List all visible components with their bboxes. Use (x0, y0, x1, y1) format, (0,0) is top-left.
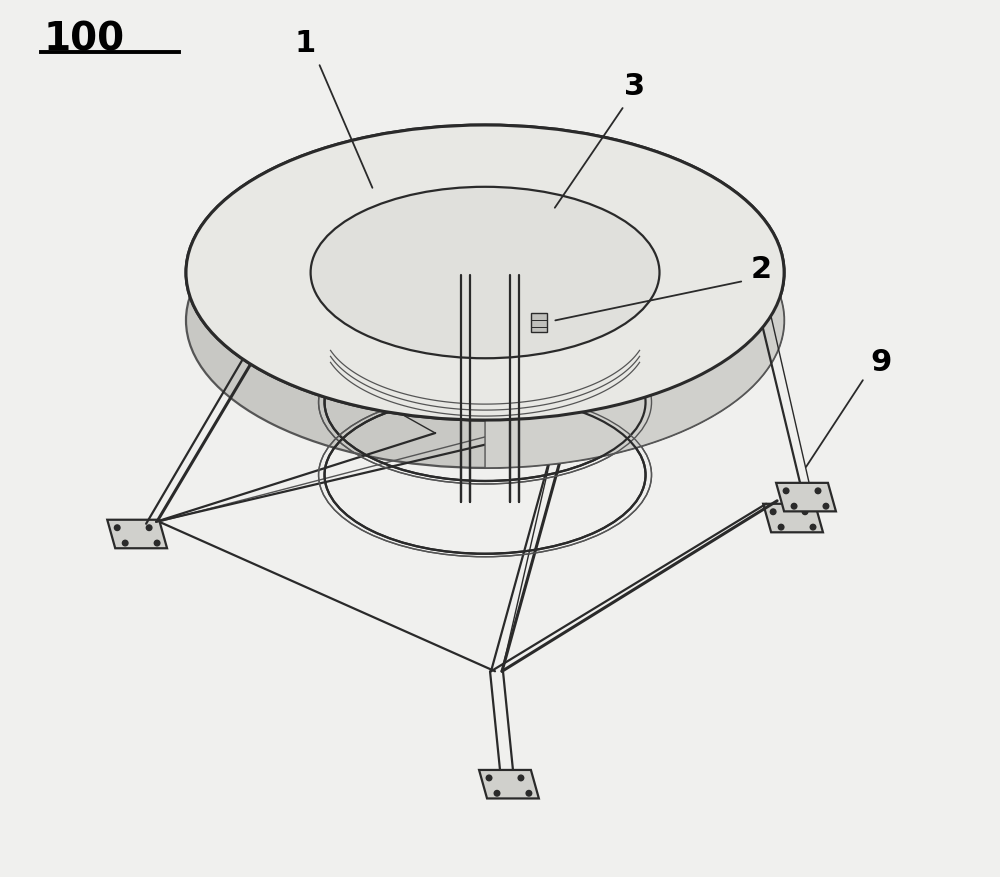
Ellipse shape (186, 125, 784, 420)
Polygon shape (763, 503, 823, 532)
Circle shape (770, 509, 776, 515)
Ellipse shape (312, 211, 658, 381)
Circle shape (778, 524, 784, 530)
Circle shape (154, 540, 160, 545)
Circle shape (823, 503, 829, 509)
Circle shape (114, 525, 120, 531)
Ellipse shape (311, 187, 659, 359)
Text: 9: 9 (870, 348, 891, 377)
Text: 2: 2 (751, 255, 772, 284)
Circle shape (810, 524, 816, 530)
Circle shape (802, 509, 808, 515)
Circle shape (526, 790, 532, 796)
Circle shape (791, 503, 797, 509)
Circle shape (518, 775, 524, 781)
Polygon shape (485, 187, 659, 406)
Polygon shape (107, 520, 167, 548)
Circle shape (122, 540, 128, 545)
Polygon shape (485, 125, 784, 468)
Polygon shape (438, 125, 784, 466)
Ellipse shape (186, 173, 784, 468)
Polygon shape (776, 483, 836, 511)
Circle shape (815, 488, 821, 494)
Text: 3: 3 (624, 72, 645, 101)
Polygon shape (479, 770, 539, 798)
Polygon shape (531, 313, 547, 332)
Polygon shape (531, 313, 547, 332)
Ellipse shape (311, 235, 659, 406)
Text: 100: 100 (43, 20, 125, 59)
Ellipse shape (186, 125, 784, 420)
Circle shape (146, 525, 152, 531)
Circle shape (783, 488, 789, 494)
Text: 1: 1 (295, 29, 316, 58)
Circle shape (494, 790, 500, 796)
Polygon shape (311, 187, 485, 406)
Circle shape (486, 775, 492, 781)
Polygon shape (186, 127, 438, 466)
Ellipse shape (311, 187, 659, 359)
